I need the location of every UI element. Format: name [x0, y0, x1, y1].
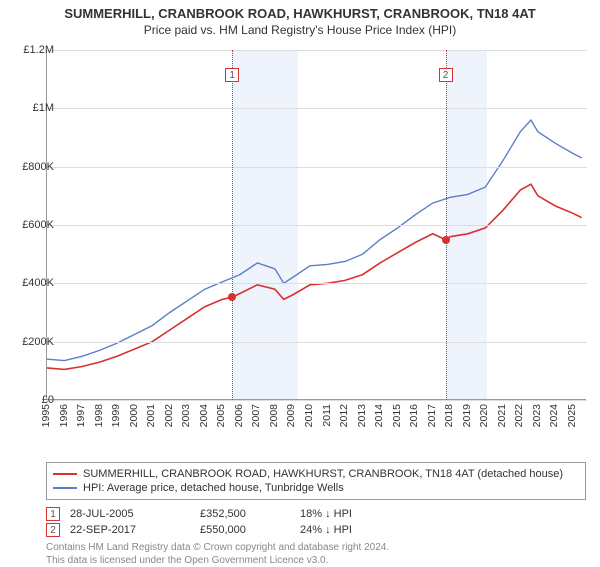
x-axis-label: 1998	[93, 404, 105, 427]
x-axis-label: 2006	[233, 404, 245, 427]
sale-delta: 24% ↓ HPI	[300, 524, 420, 536]
legend-label: HPI: Average price, detached house, Tunb…	[83, 482, 344, 494]
footer: Contains HM Land Registry data © Crown c…	[46, 542, 586, 567]
legend-and-data: SUMMERHILL, CRANBROOK ROAD, HAWKHURST, C…	[46, 462, 586, 567]
chart-subtitle: Price paid vs. HM Land Registry's House …	[0, 23, 600, 37]
x-axis-label: 2015	[391, 404, 403, 427]
x-axis-label: 2019	[461, 404, 473, 427]
x-axis-label: 1999	[110, 404, 122, 427]
x-axis-label: 1996	[58, 404, 70, 427]
x-axis-label: 2022	[513, 404, 525, 427]
gridline	[47, 225, 587, 226]
sale-price: £550,000	[200, 524, 290, 536]
sale-date: 28-JUL-2005	[70, 508, 190, 520]
x-axis-label: 2008	[268, 404, 280, 427]
chart-title: SUMMERHILL, CRANBROOK ROAD, HAWKHURST, C…	[0, 6, 600, 21]
sale-marker: 2	[46, 523, 60, 537]
x-axis-label: 2017	[426, 404, 438, 427]
x-axis-label: 2005	[215, 404, 227, 427]
gridline	[47, 108, 587, 109]
sale-row: 1 28-JUL-2005 £352,500 18% ↓ HPI	[46, 506, 586, 522]
x-axis-label: 2018	[443, 404, 455, 427]
x-axis-label: 2002	[163, 404, 175, 427]
gridline	[47, 167, 587, 168]
x-axis-label: 2023	[531, 404, 543, 427]
marker-box: 2	[439, 68, 453, 82]
marker-dot	[442, 236, 450, 244]
sale-row: 2 22-SEP-2017 £550,000 24% ↓ HPI	[46, 522, 586, 538]
y-axis-label: £1.2M	[23, 44, 54, 56]
x-axis-label: 1995	[40, 404, 52, 427]
x-axis-label: 2012	[338, 404, 350, 427]
title-block: SUMMERHILL, CRANBROOK ROAD, HAWKHURST, C…	[0, 0, 600, 39]
marker-box: 1	[225, 68, 239, 82]
sale-price: £352,500	[200, 508, 290, 520]
legend-row: SUMMERHILL, CRANBROOK ROAD, HAWKHURST, C…	[53, 467, 579, 481]
x-axis-label: 2021	[496, 404, 508, 427]
y-axis-label: £1M	[33, 102, 54, 114]
footer-line-1: Contains HM Land Registry data © Crown c…	[46, 542, 586, 555]
series-hpi	[47, 120, 582, 361]
x-axis-label: 2025	[566, 404, 578, 427]
x-axis-label: 1997	[75, 404, 87, 427]
x-axis-label: 2011	[321, 404, 333, 427]
marker-vline	[232, 50, 233, 400]
y-axis-label: £400K	[22, 277, 54, 289]
y-axis-label: £600K	[22, 219, 54, 231]
x-axis-label: 2024	[548, 404, 560, 427]
x-axis-label: 2013	[356, 404, 368, 427]
legend-swatch	[53, 473, 77, 475]
y-axis-label: £200K	[22, 336, 54, 348]
sale-delta: 18% ↓ HPI	[300, 508, 420, 520]
x-axis-label: 2014	[373, 404, 385, 427]
x-axis-label: 2003	[180, 404, 192, 427]
sale-rows: 1 28-JUL-2005 £352,500 18% ↓ HPI 2 22-SEP-201…	[46, 506, 586, 538]
legend-swatch	[53, 487, 77, 489]
marker-dot	[228, 293, 236, 301]
x-axis-label: 2007	[250, 404, 262, 427]
chart-area: 12	[46, 50, 586, 420]
sale-marker: 1	[46, 507, 60, 521]
x-axis-label: 2009	[285, 404, 297, 427]
gridline	[47, 400, 587, 401]
gridline	[47, 50, 587, 51]
sale-date: 22-SEP-2017	[70, 524, 190, 536]
x-axis-label: 2016	[408, 404, 420, 427]
legend-row: HPI: Average price, detached house, Tunb…	[53, 481, 579, 495]
x-axis-label: 2010	[303, 404, 315, 427]
legend-label: SUMMERHILL, CRANBROOK ROAD, HAWKHURST, C…	[83, 468, 563, 480]
x-axis-label: 2001	[145, 404, 157, 427]
chart-container: SUMMERHILL, CRANBROOK ROAD, HAWKHURST, C…	[0, 0, 600, 560]
footer-line-2: This data is licensed under the Open Gov…	[46, 555, 586, 567]
marker-vline	[446, 50, 447, 400]
gridline	[47, 342, 587, 343]
x-axis-label: 2020	[478, 404, 490, 427]
y-axis-label: £800K	[22, 161, 54, 173]
x-axis-label: 2000	[128, 404, 140, 427]
plot-region: 12	[46, 50, 586, 400]
gridline	[47, 283, 587, 284]
legend-box: SUMMERHILL, CRANBROOK ROAD, HAWKHURST, C…	[46, 462, 586, 500]
x-axis-label: 2004	[198, 404, 210, 427]
